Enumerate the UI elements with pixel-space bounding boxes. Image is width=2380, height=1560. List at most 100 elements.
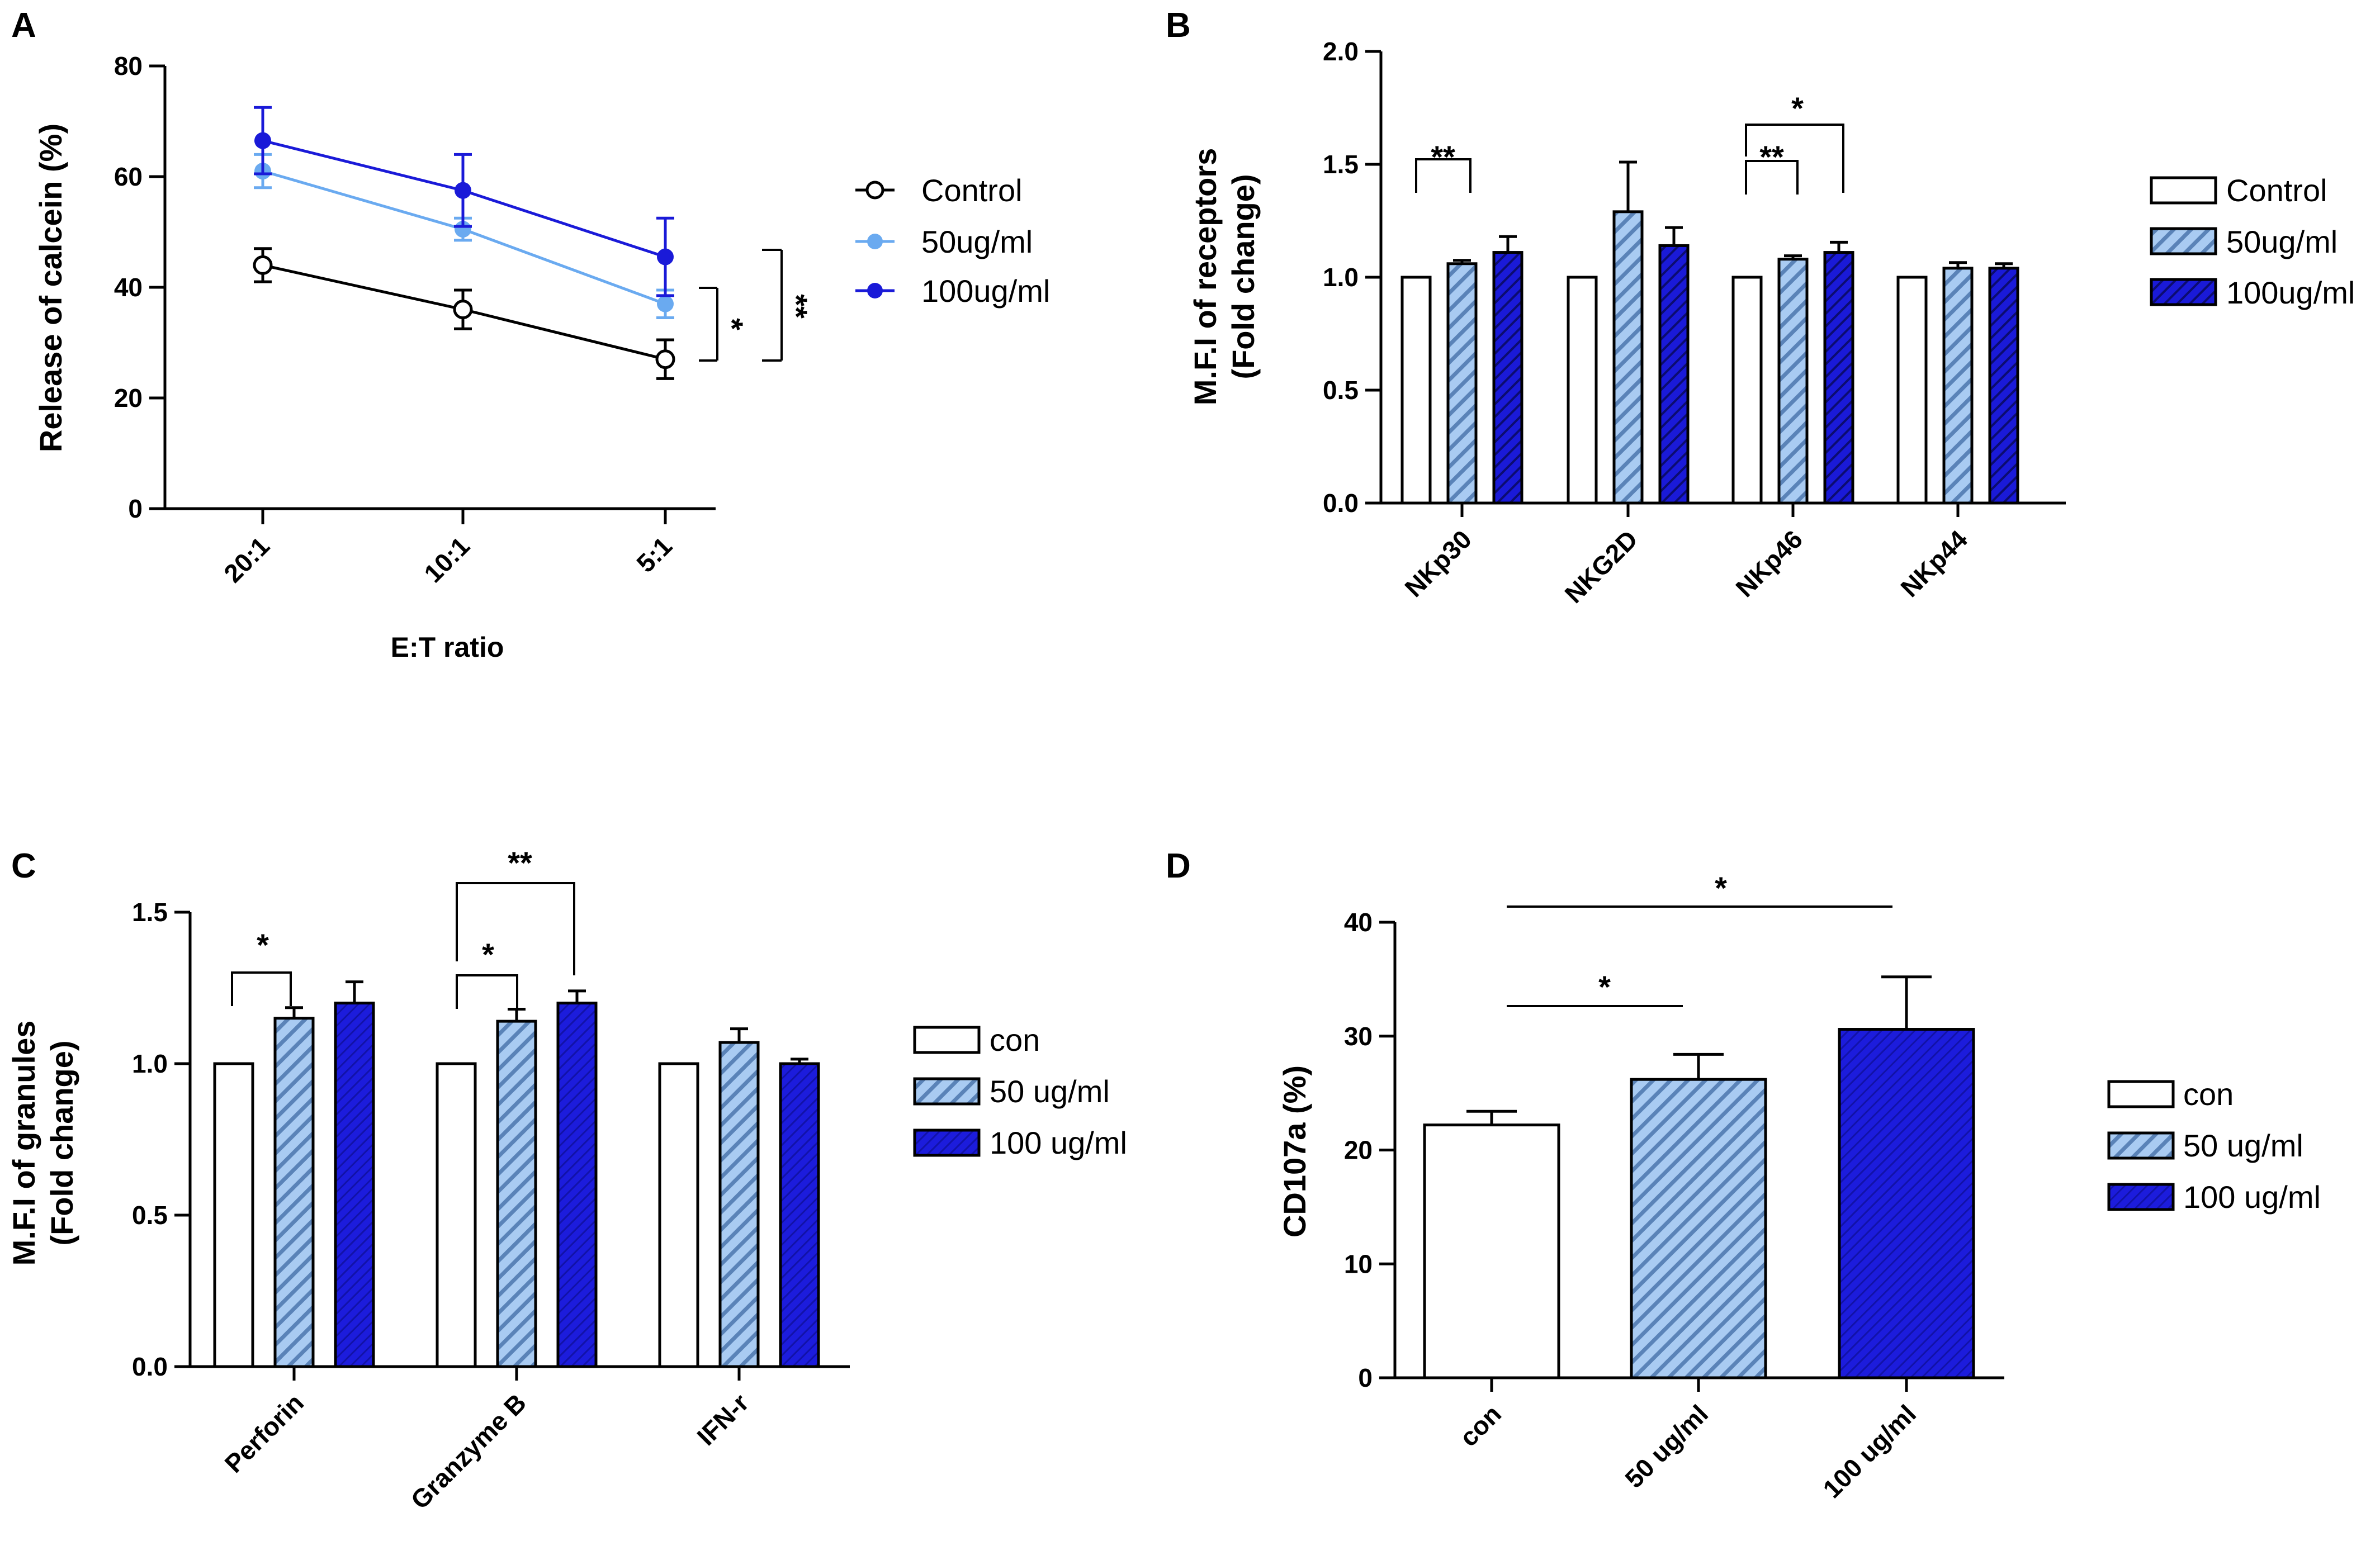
panel-d-legend-50: 50 ug/ml (2183, 1128, 2303, 1163)
panel-d-sig-star: * (1598, 969, 1611, 1004)
panel-b-y-label-line2: (Fold change) (1226, 174, 1261, 379)
panel-d-bar (1423, 1123, 1560, 1379)
panel-b-bar (1896, 276, 1928, 505)
panel-c-bar (334, 1002, 375, 1368)
panel-d-bar (1838, 1028, 1975, 1379)
panel-a-point (455, 221, 471, 238)
panel-d-y-tick-label: 20 (1344, 1136, 1373, 1165)
panel-a-sig-star: * (715, 318, 750, 330)
panel-d-bar-chart: CD107a (%) 0 10 20 30 40 con 50 ug/ml 100 ug/m… (1277, 870, 2321, 1504)
panel-a-legend-50: 50ug/ml (921, 224, 1033, 259)
panel-c-x-tick-label: IFN-r (691, 1388, 754, 1451)
panel-b-legend-100-swatch (2150, 278, 2217, 306)
panel-c-y-tick-label: 0.0 (132, 1352, 168, 1381)
panel-c-legend-con-swatch (913, 1026, 981, 1054)
panel-c-sig-bracket (456, 882, 575, 975)
panel-c-bar (496, 1020, 537, 1368)
panel-a-legend-100-marker (867, 283, 883, 298)
panel-b-bar (1612, 210, 1644, 505)
panel-c-x-tick-label: Perforin (219, 1388, 309, 1478)
panel-c-sig-star: * (257, 927, 269, 962)
panel-b-y-tick-label: 0.0 (1323, 489, 1359, 518)
panel-a-sig-star: ** (779, 294, 814, 319)
panel-b-bar (1823, 251, 1854, 505)
panel-a-x-label: E:T ratio (391, 632, 504, 663)
panel-c-legend-100-swatch (913, 1128, 981, 1157)
panel-label-d: D (1166, 847, 1191, 885)
panel-a-point (455, 182, 471, 199)
panel-b-sig-bracket (1745, 124, 1844, 193)
panel-b-y-tick-label: 2.0 (1323, 37, 1359, 66)
panel-a-point (254, 132, 271, 149)
panel-b-sig-bracket (1415, 158, 1471, 193)
panel-b-sig-star: ** (1759, 139, 1784, 174)
panel-b-legend-control-swatch (2150, 176, 2217, 205)
panel-a-point (655, 349, 675, 369)
panel-a-line-chart: Release of calcein (%) E:T ratio 0 20 40 60… (33, 51, 1050, 663)
panel-b-y-tick-label: 1.5 (1323, 150, 1359, 179)
panel-d-sig-star: * (1715, 870, 1727, 905)
panel-a-legend: Control 50ug/ml 100ug/ml (855, 173, 1050, 309)
panel-d-legend-con: con (2183, 1077, 2234, 1112)
panel-a-legend-100: 100ug/ml (921, 273, 1050, 309)
panel-d-x-tick-label: con (1454, 1399, 1507, 1452)
panel-b-legend-100: 100ug/ml (2226, 275, 2355, 310)
panel-a-legend-control-marker (865, 181, 884, 200)
panel-b-y-tick-label: 1.0 (1323, 263, 1359, 292)
panel-a-point (657, 248, 674, 265)
panel-b-bar-chart: M.F.I of receptors (Fold change) 0.0 0.5 1… (1187, 37, 2355, 609)
panel-b-bar (1400, 276, 1432, 505)
panel-b-bar (1731, 276, 1763, 505)
panel-a-point (453, 300, 473, 320)
panel-c-bar (436, 1062, 477, 1368)
panel-a-y-tick-label: 60 (114, 162, 143, 191)
panel-d-y-tick-label: 10 (1344, 1249, 1373, 1278)
panel-c-bar (779, 1062, 820, 1368)
panel-d-x-tick-label: 100 ug/ml (1817, 1399, 1922, 1504)
panel-b-bar (1988, 267, 2019, 505)
panel-b-sig-bracket (1745, 160, 1799, 195)
panel-b-legend-50: 50ug/ml (2226, 224, 2338, 259)
panel-d-legend-100-swatch (2107, 1183, 2175, 1211)
panel-b-bar (1777, 258, 1809, 505)
panel-c-bar (718, 1041, 760, 1368)
panel-label-c: C (11, 847, 36, 885)
panel-c-bar (556, 1002, 598, 1368)
panel-b-x-tick-label: NKp30 (1399, 524, 1477, 603)
panel-c-legend: con 50 ug/ml 100 ug/ml (913, 1022, 1127, 1160)
panel-a-y-label: Release of calcein (%) (33, 124, 68, 452)
panel-d-y-tick-label: 30 (1344, 1022, 1373, 1051)
panel-d-legend-50-swatch (2107, 1131, 2175, 1160)
panel-c-y-label-line1: M.F.I of granules (6, 1021, 41, 1266)
panel-b-bar (1942, 267, 1974, 505)
panel-label-b: B (1166, 6, 1191, 45)
panel-d-legend: con 50 ug/ml 100 ug/ml (2107, 1077, 2321, 1215)
panel-a-y-tick-label: 40 (114, 273, 143, 302)
panel-c-legend-50: 50 ug/ml (990, 1074, 1110, 1109)
panel-a-x-tick-label: 10:1 (418, 531, 475, 588)
panel-c-legend-50-swatch (913, 1077, 981, 1106)
panel-c-sig-bracket (231, 971, 292, 1006)
panel-label-a: A (11, 6, 36, 45)
panel-c-sig-star: ** (508, 845, 532, 880)
panel-b-legend-control: Control (2226, 173, 2327, 208)
panel-a-x-tick-label: 5:1 (631, 531, 678, 578)
panel-c-legend-con: con (990, 1022, 1040, 1058)
panel-c-y-label-line2: (Fold change) (44, 1040, 79, 1245)
panel-a-point (253, 255, 273, 275)
panel-b-bar (1492, 251, 1523, 505)
panel-c-y-tick-label: 1.5 (132, 898, 168, 927)
panel-a-x-tick-label: 20:1 (218, 531, 275, 588)
panel-b-bar (1446, 262, 1478, 505)
panel-b-y-tick-label: 0.5 (1323, 376, 1359, 405)
panel-b-sig-star: * (1791, 91, 1804, 126)
panel-c-sig-star: * (482, 937, 494, 972)
panel-d-bar (1630, 1078, 1767, 1379)
panel-a-legend-50-marker (867, 234, 883, 249)
panel-b-bar (1658, 244, 1690, 505)
panel-c-bar (213, 1062, 254, 1368)
panel-b-x-tick-label: NKp46 (1730, 524, 1808, 603)
panel-d-y-tick-label: 0 (1358, 1363, 1373, 1392)
panel-c-x-tick-label: Granzyme B (405, 1388, 532, 1515)
